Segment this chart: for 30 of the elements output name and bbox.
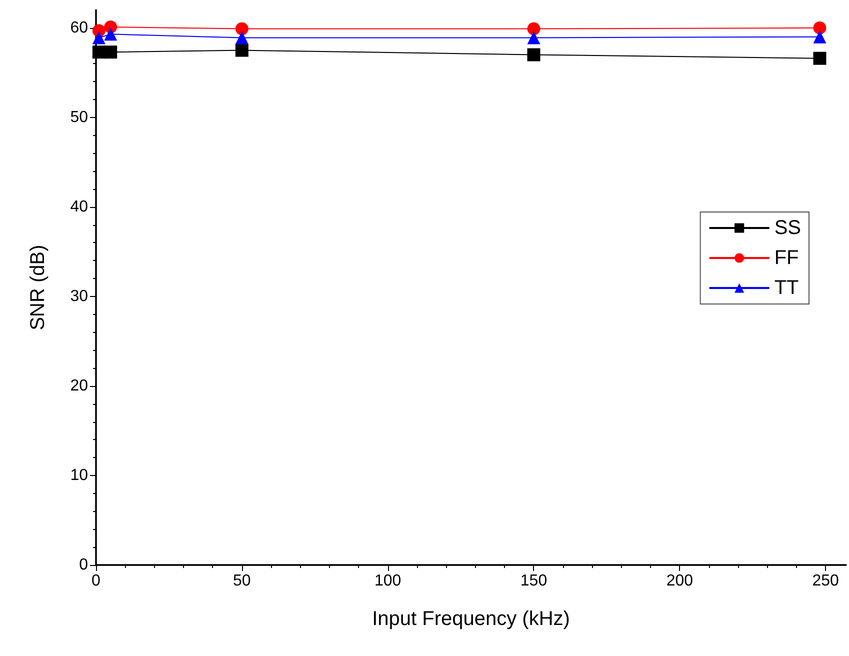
x-axis-title: Input Frequency (kHz) <box>372 608 570 630</box>
y-tick-label: 60 <box>70 19 88 36</box>
y-tick-label: 40 <box>70 198 88 216</box>
y-tick-label: 10 <box>70 466 88 484</box>
x-tick-label: 150 <box>520 572 548 590</box>
x-tick-label: 100 <box>374 572 402 590</box>
legend-label: FF <box>774 247 799 269</box>
point <box>527 22 540 36</box>
point <box>527 48 540 62</box>
y-tick-label: 50 <box>70 108 88 126</box>
point <box>235 31 248 44</box>
point <box>813 52 826 65</box>
y-tick-label: 30 <box>70 288 88 305</box>
legend-label: TT <box>774 277 799 299</box>
point <box>92 31 106 44</box>
x-tick-label: 250 <box>812 572 840 590</box>
y-tick-label: 20 <box>70 377 88 394</box>
point <box>235 22 248 36</box>
x-tick-label: 50 <box>233 572 251 590</box>
point <box>527 31 540 44</box>
legend-label: SS <box>774 217 802 239</box>
point <box>235 44 248 57</box>
y-axis-title: SNR (dB) <box>27 244 49 330</box>
point <box>813 30 826 44</box>
x-tick-label: 0 <box>92 572 101 590</box>
point <box>813 21 826 34</box>
point <box>104 28 118 41</box>
x-tick-label: 200 <box>666 572 694 590</box>
y-tick-label: 0 <box>79 556 88 574</box>
point <box>104 46 118 59</box>
